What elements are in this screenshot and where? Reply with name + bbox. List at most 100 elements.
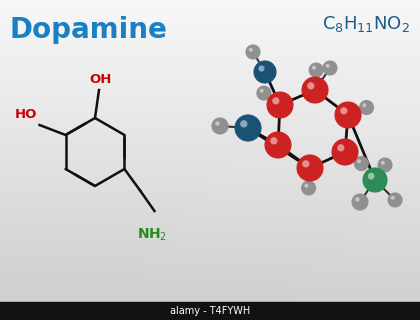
Bar	[216, 0, 217, 320]
Bar	[0, 203, 420, 204]
Bar	[40, 0, 41, 320]
Bar	[342, 0, 343, 320]
Bar	[0, 298, 420, 299]
Bar	[103, 0, 104, 320]
Bar	[139, 0, 140, 320]
Bar	[55, 0, 56, 320]
Bar	[0, 297, 420, 298]
Bar	[0, 209, 420, 210]
Bar	[0, 66, 420, 67]
Bar	[0, 161, 420, 162]
Bar	[0, 272, 420, 273]
Bar	[48, 0, 49, 320]
Bar	[0, 29, 420, 30]
Bar	[0, 318, 420, 319]
Bar	[0, 67, 420, 68]
Bar	[380, 0, 381, 320]
Bar	[9, 0, 10, 320]
Bar	[0, 1, 420, 2]
Bar	[0, 16, 420, 17]
Bar	[0, 15, 420, 16]
Bar	[384, 0, 385, 320]
Bar	[152, 0, 153, 320]
Bar	[0, 230, 420, 231]
Bar	[0, 247, 420, 248]
Bar	[0, 157, 420, 158]
Bar	[394, 0, 395, 320]
Bar	[165, 0, 166, 320]
Bar	[32, 0, 33, 320]
Bar	[35, 0, 36, 320]
Bar	[42, 0, 43, 320]
Bar	[132, 0, 133, 320]
Bar	[0, 153, 420, 154]
Bar	[78, 0, 79, 320]
Bar	[11, 0, 12, 320]
Bar	[0, 254, 420, 255]
Bar	[37, 0, 38, 320]
Bar	[0, 52, 420, 53]
Circle shape	[391, 196, 395, 200]
Circle shape	[326, 64, 330, 68]
Bar	[0, 114, 420, 115]
Bar	[298, 0, 299, 320]
Bar	[369, 0, 370, 320]
Circle shape	[240, 120, 247, 127]
Bar	[0, 107, 420, 108]
Bar	[0, 292, 420, 293]
Bar	[321, 0, 322, 320]
Bar	[365, 0, 366, 320]
Bar	[90, 0, 91, 320]
Bar	[160, 0, 161, 320]
Bar	[0, 75, 420, 76]
Bar	[154, 0, 155, 320]
Bar	[14, 0, 15, 320]
Bar	[137, 0, 138, 320]
Bar	[0, 195, 420, 196]
Bar	[127, 0, 128, 320]
Bar	[0, 279, 420, 280]
Bar	[287, 0, 288, 320]
Bar	[415, 0, 416, 320]
Bar	[131, 0, 132, 320]
Bar	[36, 0, 37, 320]
Bar	[76, 0, 77, 320]
Bar	[0, 122, 420, 123]
Bar	[0, 222, 420, 223]
Bar	[0, 4, 420, 5]
Bar	[210, 0, 211, 320]
Bar	[0, 116, 420, 117]
Bar	[374, 0, 375, 320]
Bar	[0, 253, 420, 254]
Bar	[409, 0, 410, 320]
Circle shape	[212, 118, 228, 134]
Bar	[183, 0, 184, 320]
Circle shape	[332, 139, 358, 165]
Bar	[110, 0, 111, 320]
Bar	[0, 41, 420, 42]
Circle shape	[302, 77, 328, 103]
Bar	[0, 137, 420, 138]
Circle shape	[388, 193, 402, 207]
Bar	[206, 0, 207, 320]
Bar	[141, 0, 142, 320]
Bar	[91, 0, 92, 320]
Bar	[0, 193, 420, 194]
Bar	[219, 0, 220, 320]
Bar	[0, 128, 420, 129]
Bar	[0, 248, 420, 249]
Bar	[166, 0, 167, 320]
Bar	[0, 25, 420, 26]
Bar	[59, 0, 60, 320]
Bar	[320, 0, 321, 320]
Bar	[0, 91, 420, 92]
Bar	[171, 0, 172, 320]
Bar	[0, 299, 420, 300]
Bar	[0, 84, 420, 85]
Bar	[85, 0, 86, 320]
Bar	[0, 143, 420, 144]
Bar	[347, 0, 348, 320]
Bar	[0, 90, 420, 91]
Bar	[0, 46, 420, 47]
Bar	[328, 0, 329, 320]
